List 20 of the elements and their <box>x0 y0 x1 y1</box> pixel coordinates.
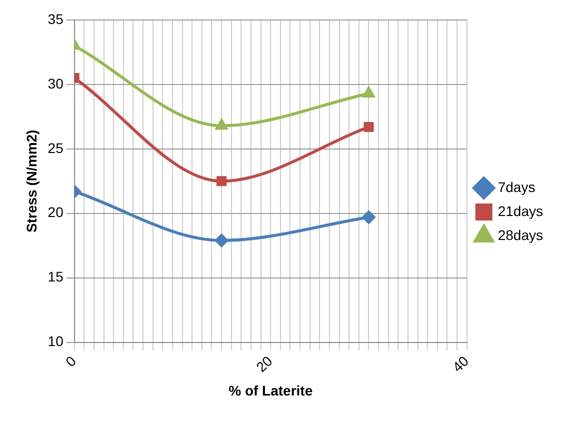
point <box>216 176 227 186</box>
x-tick-label: 0 <box>62 352 80 370</box>
legend-label: 28days <box>498 226 544 243</box>
point <box>362 210 376 224</box>
x-axis-title: % of Laterite <box>228 382 313 398</box>
point <box>362 86 375 98</box>
x-tick-label: 20 <box>252 352 276 376</box>
point <box>215 234 228 247</box>
legend-label: 21days <box>498 202 544 219</box>
legend-label: 7days <box>498 178 536 195</box>
y-tick-label: 35 <box>48 10 64 27</box>
y-tick-label: 30 <box>48 75 64 92</box>
y-tick-label: 15 <box>48 268 64 285</box>
point <box>364 122 374 132</box>
y-tick-label: 10 <box>48 333 64 350</box>
y-tick-label: 25 <box>48 140 64 156</box>
y-tick-label: 20 <box>48 204 64 220</box>
y-axis-title: Stress (N/mm2) <box>23 130 40 232</box>
point <box>216 119 228 130</box>
x-tick-label: 40 <box>449 352 472 376</box>
